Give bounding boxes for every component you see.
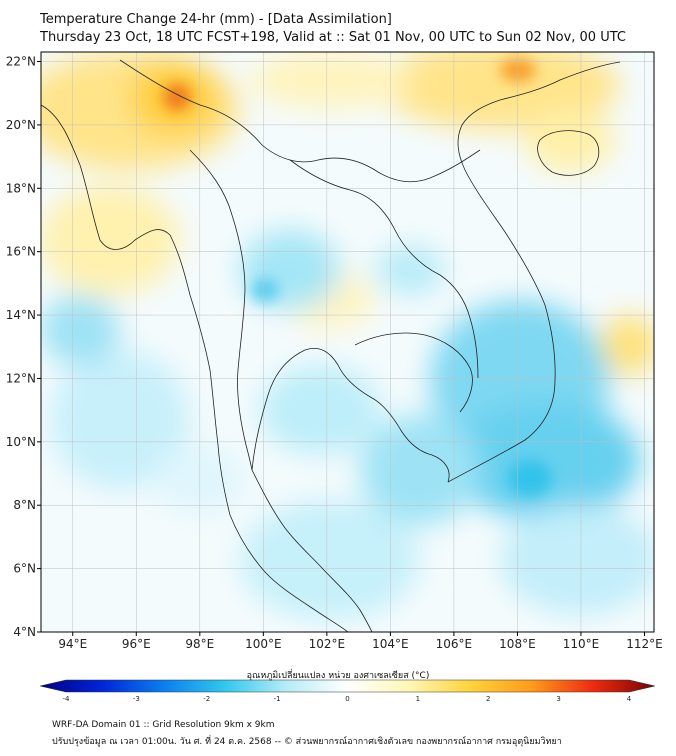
lat-tick-label: 10°N	[6, 435, 36, 449]
cold-region-isan	[375, 245, 445, 295]
lat-tick-label: 20°N	[6, 118, 36, 132]
vietnam-coast	[447, 61, 621, 483]
cold-region-mekong-offshore	[450, 400, 640, 520]
lon-tick-label: 108°E	[499, 637, 536, 651]
temperature-field	[41, 52, 654, 632]
map-frame	[40, 51, 655, 633]
warm-region-north-central	[250, 52, 410, 110]
cold-region-andaman	[50, 350, 190, 490]
cold-region-malay	[240, 500, 420, 620]
colorbar: -4 -3 -2 -1 0 1 2 3 4	[39, 679, 656, 703]
lon-tick-label: 110°E	[563, 637, 600, 651]
colorbar-tick-label: 3	[556, 695, 560, 703]
lat-tick-label: 12°N	[6, 371, 36, 385]
coastlines-borders	[41, 59, 621, 632]
lon-tick-label: 106°E	[436, 637, 473, 651]
colorbar-tick-label: -3	[133, 695, 140, 703]
lat-tick-label: 14°N	[6, 308, 36, 322]
china-border	[119, 59, 481, 183]
lon-tick-label: 96°E	[122, 637, 151, 651]
malay-peninsula-west	[229, 514, 349, 632]
warm-peak-myanmar	[163, 83, 191, 111]
colorbar-bar	[39, 679, 656, 693]
lon-tick-label: 98°E	[185, 637, 214, 651]
lat-tick-label: 16°N	[6, 245, 36, 259]
cold-region-west-coast	[41, 295, 120, 365]
map-gridlines	[41, 52, 654, 632]
cold-peak-chiang-mai	[251, 278, 279, 302]
myanmar-coast	[41, 104, 231, 516]
lat-tick-label: 4°N	[13, 625, 36, 639]
lon-tick-label: 100°E	[245, 637, 282, 651]
hainan-island	[537, 130, 600, 176]
footer-model-info: WRF-DA Domain 01 :: Grid Resolution 9km …	[52, 720, 275, 730]
lat-tick-label: 6°N	[13, 562, 36, 576]
cambodia-border	[354, 332, 473, 413]
colorbar-title: อุณหภูมิเปลี่ยนแปลง หน่วย องศาเซลเซียส (…	[246, 671, 430, 681]
longitude-axis: 94°E 96°E 98°E 100°E 102°E 104°E 106°E 108°E 110…	[58, 632, 663, 651]
lat-tick-label: 18°N	[6, 181, 36, 195]
lat-tick-label: 8°N	[13, 498, 36, 512]
colorbar-tick-label: 1	[416, 695, 420, 703]
colorbar-tick-label: -2	[203, 695, 210, 703]
map-title: Temperature Change 24-hr (mm) - [Data As…	[40, 12, 392, 27]
warm-region-hainan	[525, 108, 615, 172]
lon-tick-label: 104°E	[372, 637, 409, 651]
latitude-axis: 4°N 6°N 8°N 10°N 12°N 14°N 16°N 18°N 20°N 22°N	[6, 55, 41, 639]
lon-tick-label: 112°E	[626, 637, 663, 651]
warm-region-east-sea	[600, 315, 654, 375]
footer-update-info: ปรับปรุงข้อมูล ณ เวลา 01:00น. วัน ศ. ที่…	[52, 737, 562, 747]
lon-tick-label: 94°E	[58, 637, 87, 651]
colorbar-ticks: -4 -3 -2 -1 0 1 2 3 4	[63, 695, 632, 703]
map-subtitle: Thursday 23 Oct, 18 UTC FCST+198, Valid …	[40, 30, 626, 45]
lon-tick-label: 102°E	[309, 637, 346, 651]
thailand-border	[189, 149, 253, 471]
colorbar-tick-label: -4	[63, 695, 71, 703]
gulf-of-thailand-coast	[251, 348, 450, 483]
cold-peak-offshore	[508, 460, 552, 496]
colorbar-tick-label: 2	[486, 695, 490, 703]
cold-region-southeast	[500, 505, 654, 615]
warm-peak-guangxi	[500, 58, 536, 82]
malay-peninsula-east	[251, 469, 373, 632]
colorbar-tick-label: 0	[345, 695, 349, 703]
lat-tick-label: 22°N	[6, 55, 36, 69]
laos-border	[289, 159, 479, 379]
cold-region-gulf	[360, 415, 480, 525]
colorbar-tick-label: 4	[627, 695, 632, 703]
cold-region-thai-gulf	[260, 365, 380, 455]
warm-region-bay-of-bengal	[41, 185, 180, 295]
colorbar-tick-label: -1	[274, 695, 281, 703]
